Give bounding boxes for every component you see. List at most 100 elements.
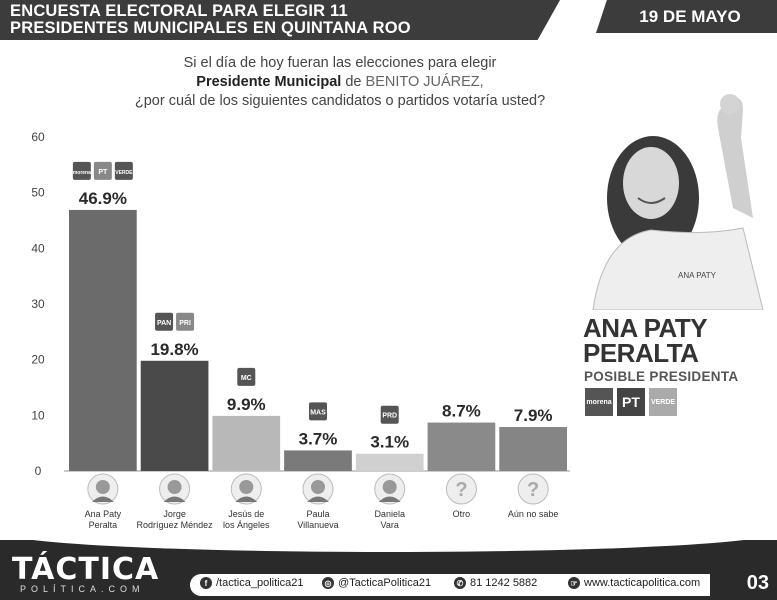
avatar-body-icon <box>235 496 258 502</box>
brand-logo: TÁCTICA <box>12 552 160 587</box>
data-label: 8.7% <box>442 402 481 421</box>
party-logo <box>380 405 399 424</box>
website-link[interactable]: ☞ www.tacticapolitica.com <box>568 577 700 589</box>
category-label: los Ángeles <box>223 520 270 530</box>
party-logo-label: PRD <box>382 413 397 420</box>
pt-logo: PT <box>617 388 645 416</box>
category-label: Jorge <box>163 509 186 519</box>
candidate-party-logos: morena PT VERDE <box>585 388 677 416</box>
category-label: Aún no sabe <box>508 509 559 519</box>
party-logo <box>72 161 91 180</box>
category-label: Vara <box>381 520 399 530</box>
category-label: Otro <box>453 509 471 519</box>
category-label: Rodríguez Méndez <box>137 520 214 530</box>
data-label: 46.9% <box>79 189 127 208</box>
facebook-handle: /tactica_politica21 <box>216 577 304 589</box>
page-number: 03 <box>746 572 769 594</box>
candidate-avatar <box>445 473 477 505</box>
header-band <box>0 0 560 40</box>
verde-logo: VERDE <box>649 388 677 416</box>
phone-number: 81 1242 5882 <box>470 577 538 589</box>
category-label: Villanueva <box>297 520 338 530</box>
instagram-handle: @TacticaPolitica21 <box>338 577 432 589</box>
party-logo <box>93 161 112 180</box>
title-line-1: ENCUESTA ELECTORAL PARA ELEGIR 11 <box>10 2 348 20</box>
header: ENCUESTA ELECTORAL PARA ELEGIR 11 PRESID… <box>0 0 777 40</box>
instagram-icon: ◎ <box>322 577 334 589</box>
question-line-2: Presidente Municipal de BENITO JUÁREZ, <box>60 73 620 92</box>
data-label: 3.7% <box>299 429 338 448</box>
y-tick-label: 60 <box>31 130 45 144</box>
y-tick-label: 50 <box>31 186 45 200</box>
data-label: 7.9% <box>514 406 553 425</box>
survey-question: Si el día de hoy fueran las elecciones p… <box>60 54 620 111</box>
avatar-head-icon <box>239 480 254 494</box>
bar <box>140 360 209 471</box>
footer: TÁCTICA POLÍTICA.COM f /tactica_politica… <box>0 532 777 600</box>
candidate-photo: ANA PATY <box>583 88 777 310</box>
bar <box>355 453 424 471</box>
title-line-2: PRESIDENTES MUNICIPALES EN QUINTANA ROO <box>10 19 411 37</box>
party-logo <box>155 312 174 331</box>
avatar-body-icon <box>163 496 186 502</box>
candidate-name: ANA PATY PERALTA <box>583 313 708 368</box>
y-tick-label: 30 <box>31 297 45 311</box>
party-logo-label: morena <box>73 170 91 176</box>
candidate-name-line-2: PERALTA <box>583 338 699 368</box>
question-mid: de <box>341 74 366 90</box>
brand-subtitle: POLÍTICA.COM <box>20 584 145 594</box>
avatar-head-icon <box>167 480 182 494</box>
question-bold: Presidente Municipal <box>196 74 342 90</box>
party-logo <box>114 161 133 180</box>
data-label: 9.9% <box>227 395 266 414</box>
avatar-body-icon <box>91 496 114 502</box>
instagram-link[interactable]: ◎ @TacticaPolitica21 <box>322 577 431 589</box>
category-label: Paula <box>306 509 329 519</box>
y-tick-label: 10 <box>31 408 45 422</box>
bar <box>499 427 567 471</box>
data-label: 3.1% <box>370 433 409 452</box>
bar <box>284 450 352 471</box>
avatar-head-icon <box>382 480 397 494</box>
facebook-link[interactable]: f /tactica_politica21 <box>200 577 303 589</box>
avatar-head-icon <box>95 480 110 494</box>
party-logo-label: PRI <box>179 320 191 327</box>
whatsapp-icon: ✆ <box>454 577 466 589</box>
party-logo-label: PT <box>98 169 108 176</box>
question-line-3: ¿por cuál de los siguientes candidatos o… <box>134 93 546 109</box>
page-title: ENCUESTA ELECTORAL PARA ELEGIR 11 PRESID… <box>10 3 411 37</box>
avatar-head-icon <box>311 480 325 494</box>
candidate-subtitle: POSIBLE PRESIDENTA <box>584 369 739 384</box>
bar <box>69 209 137 471</box>
question-line-1: Si el día de hoy fueran las elecciones p… <box>183 55 497 71</box>
bar <box>212 415 281 471</box>
date-label: 19 DE MAYO <box>639 7 741 26</box>
pointer-icon: ☞ <box>568 577 580 589</box>
y-tick-label: 40 <box>31 241 45 255</box>
party-logo-label: PAN <box>157 320 171 327</box>
party-logo <box>237 367 256 386</box>
facebook-icon: f <box>200 577 212 589</box>
party-logo-label: VERDE <box>115 170 133 176</box>
avatar-body-icon <box>307 496 329 502</box>
candidate-avatar <box>517 473 549 505</box>
bar <box>427 422 496 471</box>
question-municipality: BENITO JUÁREZ, <box>365 74 484 90</box>
footer-contact-bar <box>190 574 710 596</box>
question-icon: ? <box>527 479 539 501</box>
y-tick-label: 0 <box>35 464 42 478</box>
y-tick-label: 20 <box>31 353 45 367</box>
question-icon: ? <box>455 479 467 501</box>
bar-chart: 0 10 20 30 40 50 60 46.9% morena PT VERDE Ana Paty P… <box>31 130 570 540</box>
data-label: 19.8% <box>150 340 198 359</box>
party-logo-label: MAS <box>310 409 326 416</box>
party-logo-label: MC <box>241 375 252 382</box>
phone-link[interactable]: ✆ 81 1242 5882 <box>454 577 537 589</box>
website-url: www.tacticapolitica.com <box>584 577 701 589</box>
party-logo <box>309 402 327 421</box>
morena-logo: morena <box>585 388 613 416</box>
candidate-name-line-1: ANA PATY <box>583 313 708 343</box>
footer-curve <box>0 532 777 552</box>
category-label: Ana Paty <box>85 509 122 519</box>
svg-text:ANA PATY: ANA PATY <box>678 271 717 280</box>
